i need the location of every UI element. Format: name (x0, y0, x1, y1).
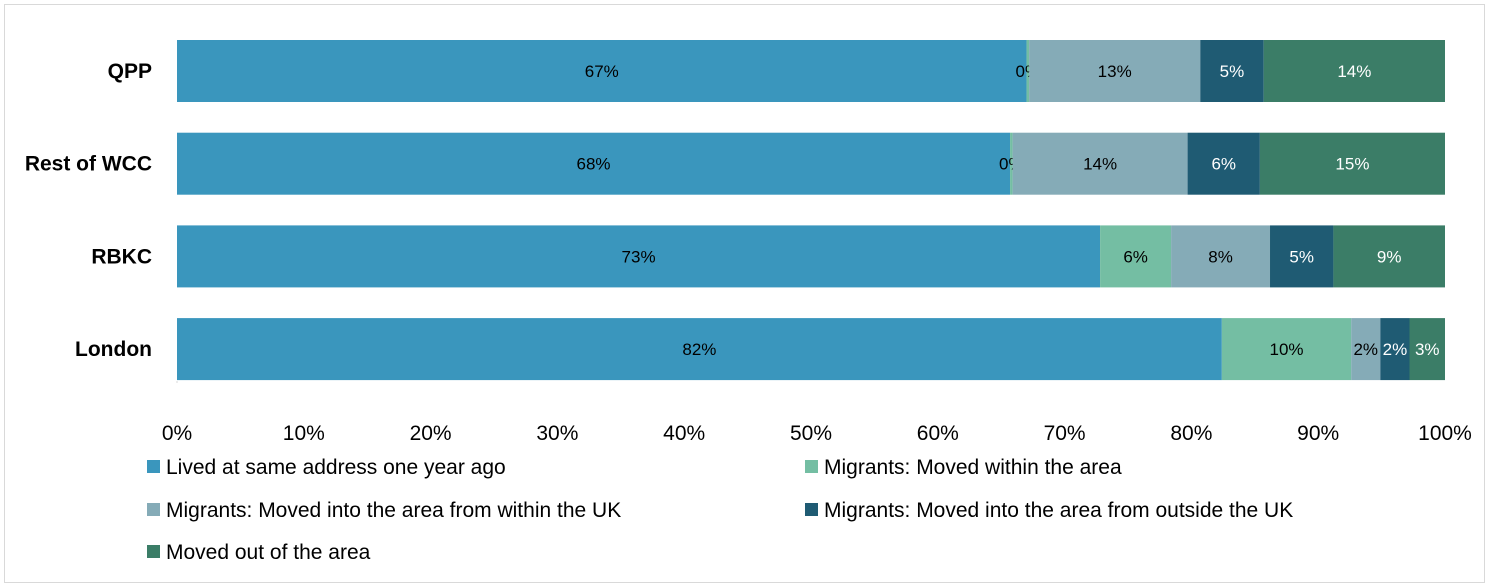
x-tick-label: 0% (162, 422, 192, 445)
legend-swatch (147, 503, 160, 516)
legend-swatch (147, 460, 160, 473)
data-label: 67% (585, 62, 619, 81)
data-label: 73% (622, 247, 656, 266)
bar-segment (1380, 318, 1410, 381)
bar-segment (1200, 40, 1264, 102)
data-label: 6% (1123, 247, 1148, 266)
x-tick-label: 90% (1297, 422, 1339, 445)
bar-segment (177, 132, 1011, 195)
category-label: London (75, 338, 152, 361)
x-tick-label: 10% (283, 422, 325, 445)
data-label: 6% (1211, 155, 1236, 174)
bar-segment (177, 318, 1222, 381)
bar-segment (177, 40, 1027, 102)
data-label: 82% (682, 340, 716, 359)
x-tick-label: 20% (410, 422, 452, 445)
legend-label: Moved out of the area (166, 541, 371, 564)
bar-segment (1259, 132, 1445, 195)
category-label: QPP (108, 60, 152, 83)
bar-segment (1221, 318, 1352, 381)
legend-label: Migrants: Moved within the area (824, 456, 1122, 479)
data-label: 13% (1098, 62, 1132, 81)
data-label: 15% (1335, 155, 1369, 174)
data-label: 8% (1208, 247, 1233, 266)
x-tick-label: 60% (917, 422, 959, 445)
category-label: Rest of WCC (25, 153, 152, 176)
data-label: 10% (1269, 340, 1303, 359)
data-label: 5% (1289, 247, 1314, 266)
legend-label: Migrants: Moved into the area from outsi… (824, 499, 1293, 522)
bar-segment (177, 225, 1101, 288)
x-tick-label: 50% (790, 422, 832, 445)
x-tick-label: 30% (536, 422, 578, 445)
x-tick-label: 100% (1418, 422, 1472, 445)
bar-segment (1012, 132, 1188, 195)
x-tick-label: 70% (1044, 422, 1086, 445)
data-label: 68% (577, 155, 611, 174)
data-label: 9% (1377, 247, 1402, 266)
bar-segment (1171, 225, 1271, 288)
bar-segment (1333, 225, 1445, 288)
category-label: RBKC (91, 245, 152, 268)
data-label: 2% (1383, 340, 1408, 359)
legend-label: Lived at same address one year ago (166, 456, 506, 479)
data-label: 5% (1220, 62, 1245, 81)
data-label: 14% (1083, 155, 1117, 174)
bar-segment (1351, 318, 1381, 381)
bar-segment (1270, 225, 1334, 288)
data-label: 3% (1415, 340, 1440, 359)
legend-swatch (805, 503, 818, 516)
x-tick-label: 80% (1170, 422, 1212, 445)
bar-segment (1187, 132, 1260, 195)
bar-segment (1263, 40, 1445, 102)
legend-swatch (147, 545, 160, 558)
data-label: 14% (1337, 62, 1371, 81)
bar-segment (1026, 40, 1030, 102)
bar-segment (1010, 132, 1013, 195)
legend-swatch (805, 460, 818, 473)
bar-segment (1029, 40, 1201, 102)
legend-label: Migrants: Moved into the area from withi… (166, 499, 621, 522)
x-tick-label: 40% (663, 422, 705, 445)
bar-segment (1100, 225, 1172, 288)
data-label: 2% (1353, 340, 1378, 359)
bar-segment (1409, 318, 1445, 381)
